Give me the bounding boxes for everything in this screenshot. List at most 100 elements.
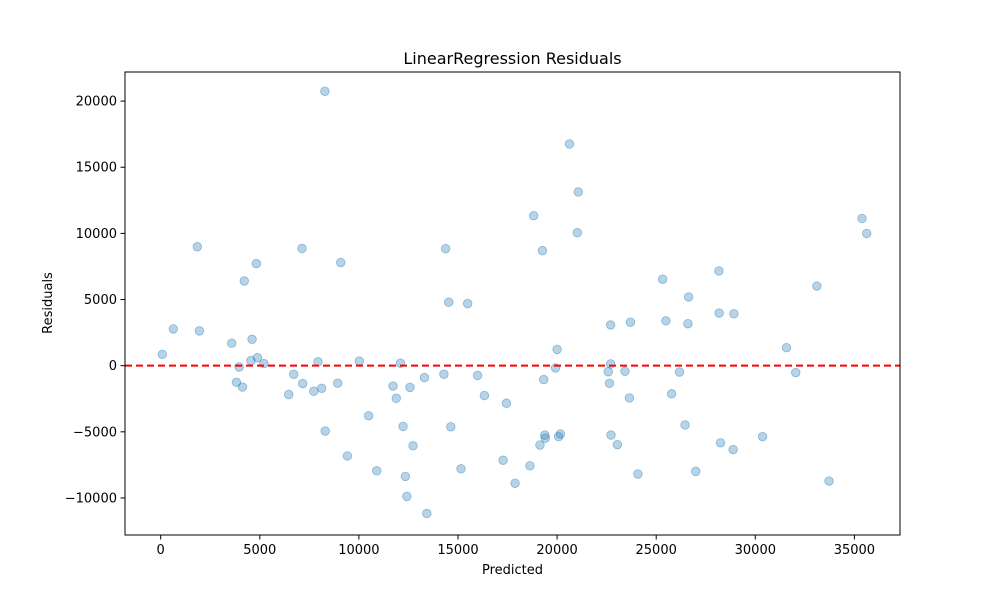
y-tick-label: −5000: [73, 425, 117, 440]
data-point: [525, 461, 535, 471]
data-point: [552, 344, 562, 355]
data-point: [555, 429, 566, 439]
data-point: [472, 370, 483, 381]
data-point: [405, 382, 415, 393]
data-point: [604, 378, 615, 388]
axes: 0 5000 10000 15000 20000 25000 30000 35000 −1000…: [65, 71, 901, 558]
y-axis-title: Residuals: [41, 272, 56, 334]
data-points: [157, 86, 872, 519]
data-point: [553, 431, 564, 442]
data-point: [372, 466, 382, 476]
data-point: [501, 398, 512, 408]
data-point: [298, 378, 308, 389]
y-tick-label: 20000: [76, 95, 117, 110]
data-point: [444, 297, 454, 307]
data-point: [683, 319, 693, 329]
data-point: [479, 390, 490, 401]
data-point: [612, 439, 623, 450]
data-point: [757, 432, 768, 442]
data-point: [419, 372, 430, 383]
data-point: [391, 393, 401, 404]
x-tick-label: 5000: [243, 543, 276, 558]
data-point: [363, 411, 374, 421]
data-point: [234, 362, 244, 372]
data-point: [316, 383, 327, 394]
data-point: [498, 455, 508, 465]
data-point: [192, 242, 202, 252]
data-point: [309, 386, 319, 396]
data-point: [388, 381, 398, 391]
data-point: [661, 316, 671, 326]
data-point: [715, 438, 726, 448]
x-axis-title: Predicted: [482, 563, 543, 578]
data-point: [540, 430, 550, 440]
data-point: [728, 444, 738, 455]
data-point: [812, 281, 822, 291]
chart-title: LinearRegression Residuals: [403, 49, 621, 68]
x-tick-label: 25000: [636, 543, 677, 558]
y-tick-label: 15000: [76, 161, 117, 176]
data-point: [446, 422, 456, 432]
data-point: [462, 298, 473, 309]
data-point: [791, 367, 801, 378]
data-point: [231, 377, 242, 388]
x-tick-label: 35000: [834, 543, 875, 558]
data-point: [691, 466, 701, 477]
y-tick-label: 5000: [84, 293, 117, 308]
data-point: [247, 334, 257, 345]
data-point: [439, 369, 449, 379]
y-tick-label: −10000: [65, 491, 117, 506]
data-point: [572, 228, 583, 238]
data-point: [333, 378, 343, 388]
data-point: [422, 508, 432, 519]
data-point: [620, 366, 630, 377]
y-tick-label: 10000: [76, 227, 117, 242]
data-point: [564, 139, 575, 149]
data-point: [251, 258, 262, 269]
data-point: [781, 342, 792, 353]
data-point: [252, 353, 263, 363]
data-point: [168, 324, 179, 334]
data-point: [157, 349, 168, 360]
data-point: [398, 421, 408, 432]
data-point: [683, 292, 694, 302]
data-point: [440, 244, 451, 254]
data-point: [603, 367, 613, 377]
data-point: [237, 382, 248, 392]
data-point: [510, 478, 520, 488]
data-point: [714, 308, 724, 318]
plot-frame: [124, 71, 901, 536]
data-point: [402, 491, 412, 502]
data-point: [284, 389, 294, 400]
data-point: [336, 257, 346, 268]
data-point: [605, 320, 616, 330]
data-point: [539, 374, 549, 385]
data-point: [857, 213, 867, 224]
data-point: [680, 420, 690, 430]
data-point: [674, 367, 685, 377]
data-point: [320, 426, 330, 436]
data-point: [239, 276, 250, 286]
x-tick-label: 15000: [437, 543, 478, 558]
data-point: [714, 266, 724, 276]
data-point: [540, 433, 551, 443]
x-tick-label: 20000: [536, 543, 577, 558]
x-tick-label: 0: [157, 543, 165, 558]
y-tick-label: 0: [109, 359, 117, 374]
data-point: [862, 228, 872, 239]
data-point: [573, 187, 584, 197]
data-point: [342, 451, 353, 461]
x-tick-label: 30000: [735, 543, 776, 558]
data-point: [408, 441, 418, 451]
data-point: [633, 469, 643, 479]
data-point: [666, 389, 677, 399]
data-point: [456, 464, 466, 474]
data-point: [535, 440, 545, 450]
data-point: [400, 471, 411, 482]
data-point: [729, 309, 739, 319]
data-point: [354, 356, 365, 366]
data-point: [657, 274, 668, 284]
data-point: [606, 430, 616, 440]
